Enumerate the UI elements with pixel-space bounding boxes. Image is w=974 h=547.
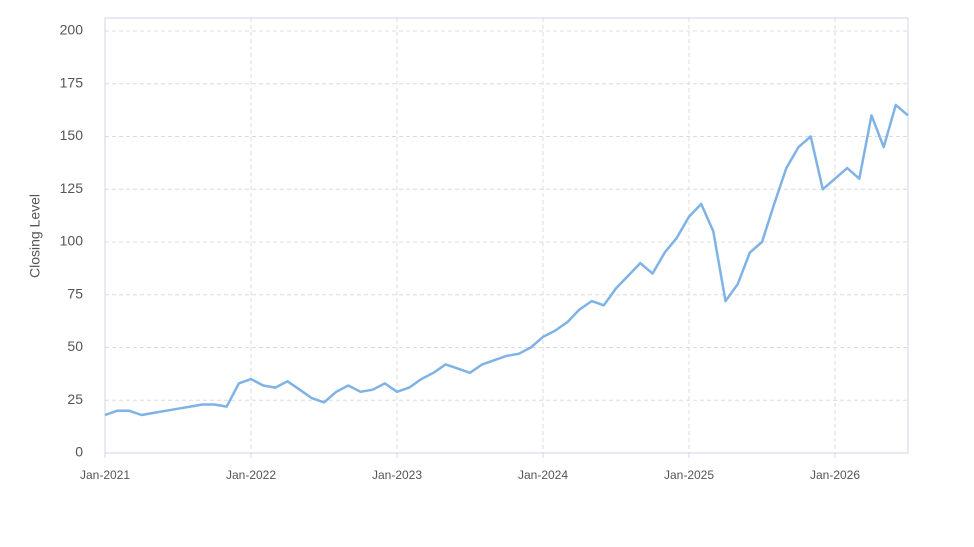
x-tick-label: Jan-2025	[664, 468, 714, 482]
x-tick-label: Jan-2024	[518, 468, 568, 482]
x-tick-label: Jan-2022	[226, 468, 276, 482]
x-tick-label: Jan-2026	[810, 468, 860, 482]
y-tick-label: 25	[67, 391, 83, 407]
y-tick-label: 50	[67, 338, 83, 354]
data-line	[104, 103, 909, 417]
y-axis-title: Closing Level	[27, 194, 43, 278]
y-tick-label: 200	[60, 22, 84, 38]
y-tick-label: 75	[67, 285, 83, 301]
y-tick-label: 125	[60, 180, 84, 196]
y-tick-label: 100	[60, 233, 84, 249]
y-tick-label: 150	[60, 127, 84, 143]
y-tick-label: 0	[75, 444, 83, 460]
x-tick-label: Jan-2023	[372, 468, 422, 482]
y-tick-label: 175	[60, 74, 84, 90]
x-tick-label: Jan-2021	[80, 468, 130, 482]
plot-frame	[104, 17, 909, 454]
